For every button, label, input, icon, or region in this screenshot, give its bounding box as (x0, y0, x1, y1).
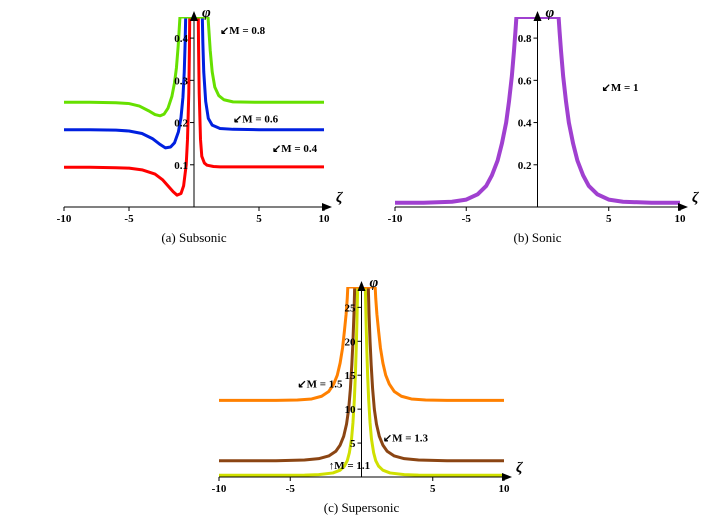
series-label-M=1.1: ↑M = 1.1 (329, 460, 370, 472)
ytick-label: 0.3 (174, 75, 188, 87)
xtick-label: 10 (499, 483, 511, 495)
xtick-label: 10 (319, 213, 331, 225)
ytick-label: 0.2 (518, 160, 532, 172)
ytick-label: 0.8 (518, 33, 532, 45)
series-label-M=0.6: ↙M = 0.6 (233, 114, 279, 126)
panel-a: -10 -5 5 10 0.1 0.2 0.3 0.4 φ ζ ↙M = 0.4 ↙M = 0.6 ↙M… (12, 5, 347, 255)
series-label-M=1: ↙M = 1 (602, 82, 639, 94)
xtick-label: -5 (462, 213, 472, 225)
ytick-label: 25 (345, 302, 357, 314)
ytick-label: 5 (350, 438, 356, 450)
chart-svg: -10 -5 5 10 5 10 15 20 25 φ ζ ↑M = 1.1 ↙M = 1.3 ↙M = … (179, 275, 529, 525)
xtick-label: 5 (430, 483, 436, 495)
xtick-label: -10 (212, 483, 227, 495)
xtick-label: 10 (675, 213, 687, 225)
ytick-label: 0.1 (174, 160, 188, 172)
panel-caption: (b) Sonic (513, 230, 561, 245)
ytick-label: 0.4 (518, 118, 532, 130)
ytick-label: 20 (345, 336, 357, 348)
ytick-label: 10 (345, 404, 357, 416)
xtick-label: -5 (286, 483, 296, 495)
ytick-label: 0.6 (518, 75, 532, 87)
y-axis-label: φ (546, 5, 555, 21)
ytick-label: 15 (345, 370, 357, 382)
y-axis-label: φ (202, 5, 211, 21)
series-label-M=0.8: ↙M = 0.8 (220, 25, 266, 37)
chart-svg: -10 -5 5 10 0.2 0.4 0.6 0.8 φ ζ ↙M = 1 (b) Sonic (360, 5, 705, 255)
series-label-M=0.4: ↙M = 0.4 (272, 143, 318, 155)
series-label-M=1.5: ↙M = 1.5 (297, 378, 343, 390)
xtick-label: 5 (606, 213, 612, 225)
y-axis-arrow (358, 281, 366, 291)
xtick-label: -5 (124, 213, 134, 225)
x-axis-label: ζ (692, 190, 700, 206)
y-axis-label: φ (370, 275, 379, 291)
series-label-M=1.3: ↙M = 1.3 (383, 433, 429, 445)
y-axis-arrow (534, 11, 542, 21)
chart-svg: -10 -5 5 10 0.1 0.2 0.3 0.4 φ ζ ↙M = 0.4 ↙M = 0.6 ↙M… (12, 5, 347, 255)
y-axis-arrow (190, 11, 198, 21)
xtick-label: -10 (57, 213, 72, 225)
panel-b: -10 -5 5 10 0.2 0.4 0.6 0.8 φ ζ ↙M = 1 (b) Sonic (360, 5, 705, 255)
xtick-label: -10 (388, 213, 403, 225)
panel-caption: (c) Supersonic (324, 500, 400, 515)
xtick-label: 5 (256, 213, 262, 225)
ytick-label: 0.4 (174, 33, 188, 45)
x-axis-label: ζ (336, 190, 344, 206)
panel-caption: (a) Subsonic (161, 230, 227, 245)
panel-c: -10 -5 5 10 5 10 15 20 25 φ ζ ↑M = 1.1 ↙M = 1.3 ↙M = … (179, 275, 529, 525)
ytick-label: 0.2 (174, 118, 188, 130)
x-axis-label: ζ (516, 460, 524, 476)
